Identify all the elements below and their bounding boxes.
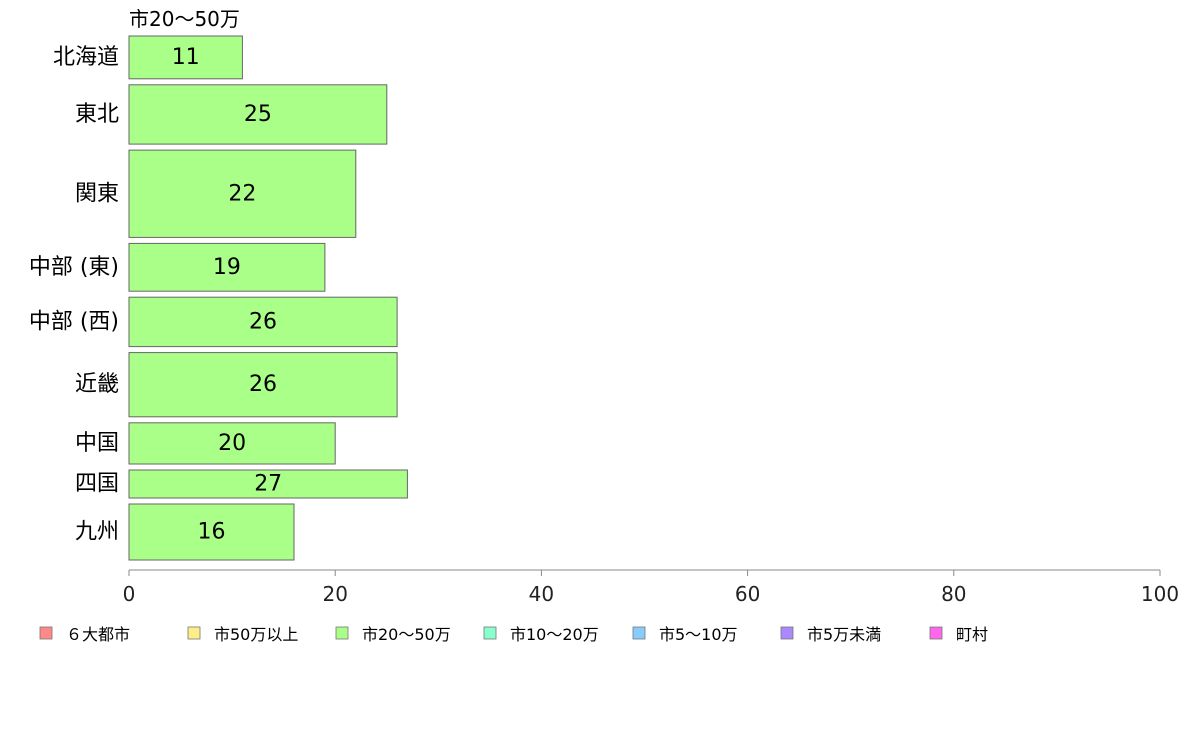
category-label: 近畿 [75,372,119,397]
category-label: 中国 [75,431,119,456]
value-labels: 11 25 22 19 26 26 20 27 16 [172,45,283,545]
bars-group [128,35,408,561]
legend-swatch [39,626,53,640]
legend-swatch [632,626,646,640]
data-label: 26 [249,372,277,397]
x-tick-label: 60 [735,582,760,606]
legend-label: 町村 [956,625,988,644]
legend-label: 市20〜50万 [362,625,451,644]
category-label: 九州 [75,520,119,545]
legend-label: 市5万未満 [807,625,881,644]
x-tick-label: 20 [322,582,347,606]
data-label: 27 [254,472,282,497]
legend-swatch [335,626,349,640]
x-tick-label: 0 [123,582,136,606]
legend-label: 市10〜20万 [510,625,599,644]
category-label: 北海道 [53,45,119,70]
data-label: 11 [172,45,200,70]
legend-label: 市50万以上 [214,625,298,644]
x-axis: 0 20 40 60 80 100 [123,569,1179,606]
legend-swatch [187,626,201,640]
chart-subtitle: 市20〜50万 [129,7,240,31]
legend: ６大都市 市50万以上 市20〜50万 市10〜20万 市5〜10万 市5万未満 町村 [39,625,988,644]
data-label: 26 [249,309,277,334]
legend-swatch [780,626,794,640]
category-label: 東北 [75,102,119,127]
bar [128,84,388,145]
bar [128,242,326,292]
category-label: 四国 [75,472,119,497]
x-tick-label: 80 [941,582,966,606]
bar [128,35,243,80]
legend-label: 市5〜10万 [659,625,738,644]
data-label: 22 [228,181,256,206]
legend-label: ６大都市 [66,625,130,644]
bar [128,422,336,465]
legend-swatch [929,626,943,640]
category-label: 関東 [75,181,119,206]
x-tick-label: 40 [529,582,554,606]
data-label: 25 [244,102,272,127]
data-label: 16 [198,520,226,545]
legend-swatch [483,626,497,640]
bar [128,503,295,561]
category-label: 中部 (東) [29,255,119,280]
category-label: 中部 (西) [29,309,119,334]
data-label: 20 [218,431,246,456]
data-label: 19 [213,255,241,280]
bar [128,352,398,418]
bar [128,296,398,348]
x-tick-label: 100 [1141,582,1179,606]
bar [128,469,408,499]
bar [128,149,357,238]
